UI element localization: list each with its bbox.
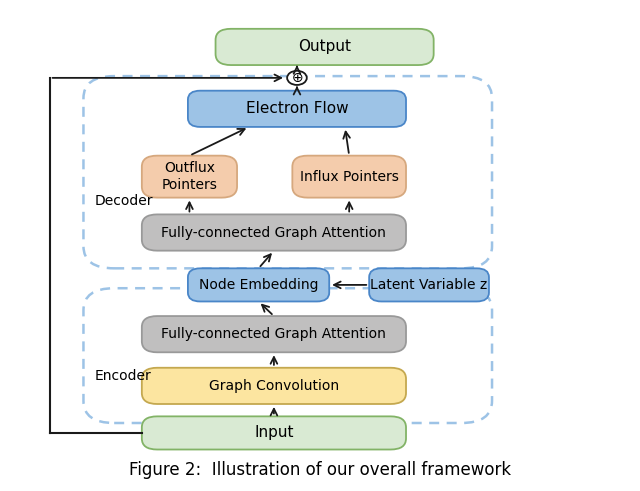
Text: Latent Variable z: Latent Variable z [371,278,488,292]
Text: Input: Input [254,425,294,440]
Text: Output: Output [298,39,351,55]
Text: Electron Flow: Electron Flow [246,101,348,116]
FancyBboxPatch shape [142,416,406,450]
Text: Fully-connected Graph Attention: Fully-connected Graph Attention [161,327,387,341]
FancyBboxPatch shape [369,268,489,301]
Text: $\oplus$: $\oplus$ [291,71,303,85]
Text: Figure 2:  Illustration of our overall framework: Figure 2: Illustration of our overall fr… [129,461,511,479]
FancyBboxPatch shape [142,156,237,198]
Text: Outflux
Pointers: Outflux Pointers [161,161,218,192]
FancyBboxPatch shape [188,91,406,127]
Text: Node Embedding: Node Embedding [199,278,318,292]
FancyBboxPatch shape [142,316,406,353]
FancyBboxPatch shape [142,215,406,251]
Circle shape [287,71,307,85]
Text: Graph Convolution: Graph Convolution [209,379,339,393]
FancyBboxPatch shape [188,268,329,301]
FancyBboxPatch shape [216,29,434,65]
Text: Encoder: Encoder [95,369,151,383]
Text: Influx Pointers: Influx Pointers [300,169,399,184]
Text: Decoder: Decoder [95,194,153,208]
FancyBboxPatch shape [142,368,406,404]
FancyBboxPatch shape [292,156,406,198]
Text: Fully-connected Graph Attention: Fully-connected Graph Attention [161,225,387,240]
